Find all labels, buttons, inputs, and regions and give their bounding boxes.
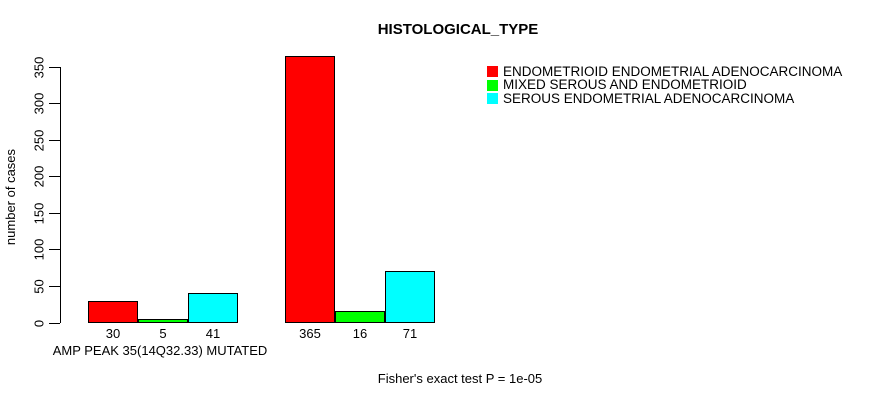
bar-mixed-group1 — [138, 319, 188, 323]
legend-swatch-icon — [487, 79, 498, 91]
legend: ENDOMETRIOID ENDOMETRIAL ADENOCARCINOMA M… — [487, 65, 842, 105]
bar-value-label: 365 — [299, 326, 321, 341]
y-axis-tick — [49, 249, 60, 251]
legend-item: MIXED SEROUS AND ENDOMETRIOID — [487, 77, 842, 93]
bar-mixed-group2 — [335, 311, 385, 323]
bar-value-label: 71 — [402, 326, 418, 341]
y-axis-tick — [49, 139, 60, 141]
y-axis-tick — [49, 66, 60, 68]
legend-label: SEROUS ENDOMETRIAL ADENOCARCINOMA — [503, 90, 795, 106]
bar-endometrioid-group2 — [285, 56, 335, 323]
y-axis-tick — [49, 322, 60, 324]
y-axis-line — [60, 67, 61, 323]
bar-value-label: 5 — [159, 326, 167, 341]
legend-swatch-icon — [487, 66, 498, 78]
y-axis-tick — [49, 212, 60, 214]
bar-serous-group1 — [188, 293, 238, 323]
legend-item: SEROUS ENDOMETRIAL ADENOCARCINOMA — [487, 90, 842, 106]
x-axis-label: AMP PEAK 35(14Q32.33) MUTATED — [52, 343, 268, 358]
y-axis-tick — [49, 285, 60, 287]
y-axis-tick — [49, 103, 60, 105]
bar-value-label: 16 — [352, 326, 368, 341]
legend-item: ENDOMETRIOID ENDOMETRIAL ADENOCARCINOMA — [487, 65, 842, 78]
bar-value-label: 30 — [105, 326, 121, 341]
bar-serous-group2 — [385, 271, 435, 323]
y-axis-tick — [49, 176, 60, 178]
legend-label: MIXED SEROUS AND ENDOMETRIOID — [503, 77, 747, 93]
footnote: Fisher's exact test P = 1e-05 — [377, 371, 543, 386]
y-axis-label: number of cases — [3, 148, 18, 246]
bar-endometrioid-group1 — [88, 301, 138, 323]
chart-title: HISTOLOGICAL_TYPE — [377, 21, 539, 38]
legend-swatch-icon — [487, 92, 498, 104]
y-tick-label: 350 — [31, 56, 47, 78]
bar-value-label: 41 — [205, 326, 221, 341]
legend-label: ENDOMETRIOID ENDOMETRIAL ADENOCARCINOMA — [503, 64, 843, 79]
